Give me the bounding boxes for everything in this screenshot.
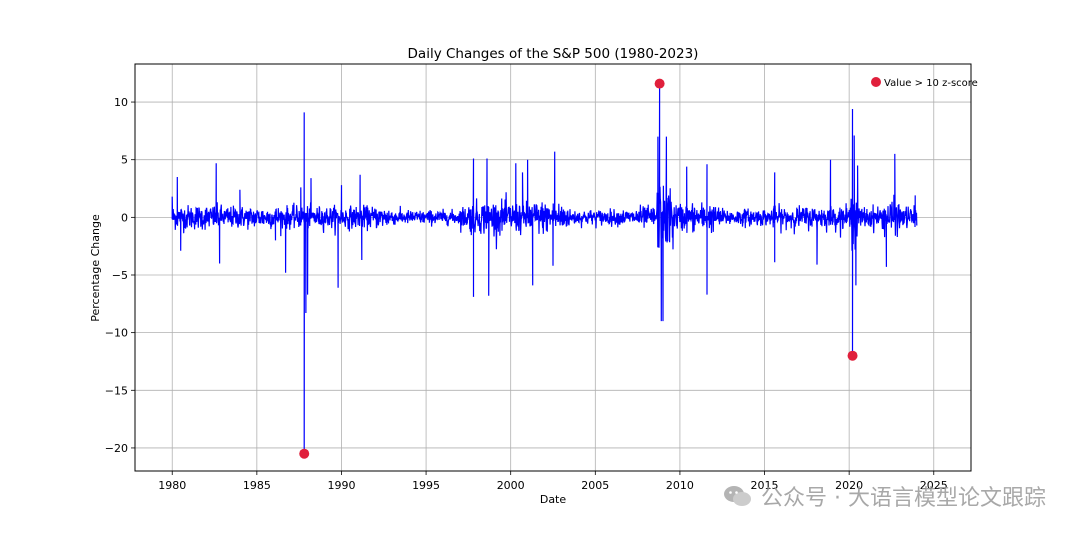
x-axis-label: Date — [540, 493, 567, 506]
y-tick-label: 5 — [121, 154, 128, 167]
outlier-markers — [299, 78, 858, 459]
x-tick-label: 2020 — [835, 479, 863, 492]
x-tick-label: 1995 — [412, 479, 440, 492]
x-tick-label: 2010 — [666, 479, 694, 492]
y-tick-label: 0 — [121, 211, 128, 224]
y-tick-label: −5 — [112, 269, 128, 282]
x-tick-label: 1985 — [243, 479, 271, 492]
x-axis-ticks: 1980 1985 1990 1995 2000 2005 2010 2015 2020 2025 — [158, 471, 948, 492]
outlier-point — [654, 78, 665, 89]
x-tick-label: 1990 — [327, 479, 355, 492]
wechat-icon — [724, 486, 752, 506]
y-axis-label: Percentage Change — [89, 214, 102, 322]
y-tick-label: −15 — [105, 384, 128, 397]
y-axis-ticks: 10 5 0 −5 −10 −15 −20 — [105, 96, 135, 455]
watermark: 公众号 · 大语言模型论文跟踪 — [723, 480, 1046, 512]
y-tick-label: −20 — [105, 442, 128, 455]
y-tick-label: −10 — [105, 327, 128, 340]
x-tick-label: 1980 — [158, 479, 186, 492]
legend-marker — [871, 77, 881, 87]
x-tick-label: 2005 — [581, 479, 609, 492]
grid — [135, 64, 971, 471]
x-tick-label: 2015 — [751, 479, 779, 492]
legend: Value > 10 z-score — [871, 77, 978, 89]
watermark-text: 公众号 · 大语言模型论文跟踪 — [761, 486, 1046, 511]
outlier-point — [847, 350, 858, 361]
plot-frame — [134, 63, 972, 472]
chart-title: Daily Changes of the S&P 500 (1980-2023) — [408, 46, 699, 62]
y-tick-label: 10 — [114, 96, 128, 109]
x-tick-label: 2025 — [920, 479, 948, 492]
series-line-daily-change — [171, 83, 918, 454]
x-tick-label: 2000 — [497, 479, 525, 492]
daily-change-line — [171, 83, 918, 454]
outlier-point — [299, 448, 310, 459]
legend-label: Value > 10 z-score — [884, 78, 978, 89]
